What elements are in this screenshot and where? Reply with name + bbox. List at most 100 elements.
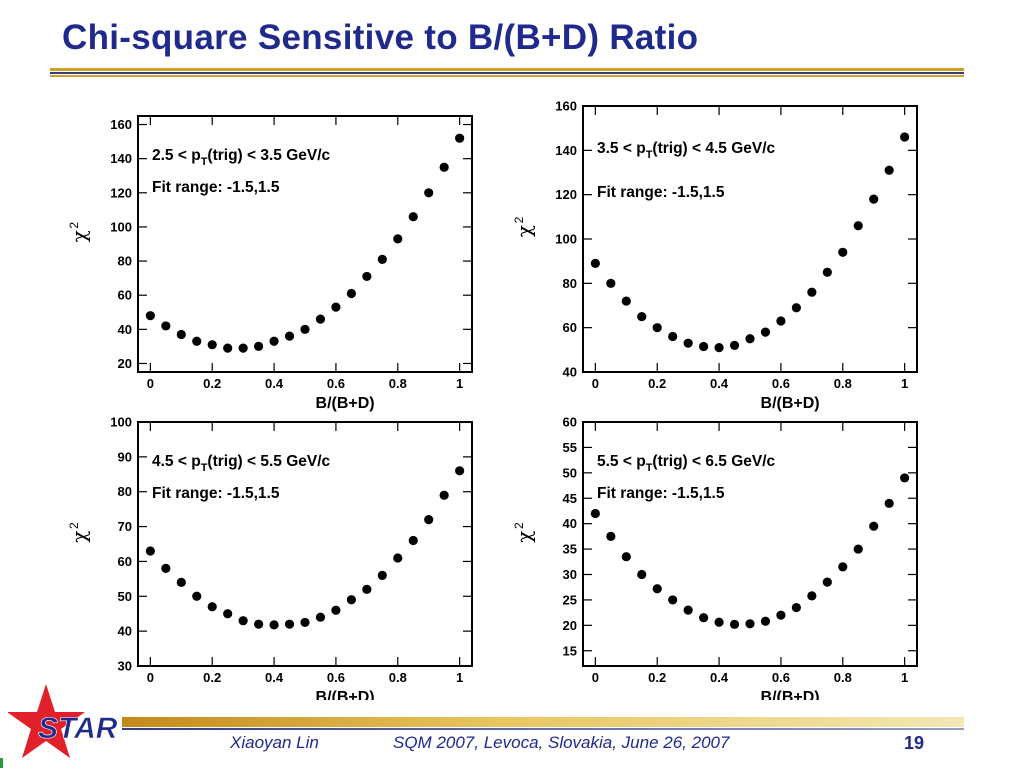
chart-1-ylabel-sup: 2	[67, 222, 81, 229]
chart-3-ytick-label: 50	[118, 589, 132, 604]
chart-3-xtick-label: 0.6	[327, 670, 345, 685]
chart-1-ytick-label: 120	[110, 185, 132, 200]
chart-3-point	[439, 490, 449, 500]
slide-title: Chi-square Sensitive to B/(B+D) Ratio	[62, 18, 699, 57]
chart-4-point	[714, 617, 724, 627]
chart-2-ytick-label: 140	[555, 143, 577, 158]
chart-4-point	[590, 508, 600, 519]
chart-4-point	[838, 562, 848, 572]
chart-4-point	[699, 613, 709, 623]
chart-2-xlabel: B/(B+D)	[761, 395, 820, 412]
chart-3-point	[408, 535, 418, 546]
chart-2-ylabel-sup: 2	[512, 216, 526, 223]
chart-4-point	[807, 591, 817, 601]
chart-1-annotation-trig-lead: 2.5 < p	[152, 147, 201, 164]
chart-4-point	[869, 521, 879, 531]
chart-4-ytick-label: 35	[563, 542, 577, 557]
chart-1-point	[439, 162, 449, 172]
chart-1-point	[145, 311, 155, 321]
chart-4-annotation-fit: Fit range: -1.5,1.5	[597, 485, 725, 502]
chart-2-point	[853, 221, 863, 231]
footer-gold-bar	[122, 717, 964, 727]
chart-3-annotation-trig-sub: T	[201, 462, 208, 474]
star-shape-icon	[8, 684, 85, 758]
chart-1-point	[176, 329, 186, 340]
chart-1-point	[254, 341, 264, 351]
chart-4-point	[745, 619, 755, 629]
chart-4-ytick-label: 50	[563, 465, 577, 480]
chart-4-point	[668, 595, 678, 605]
chart-4-annotation-trig-sub: T	[646, 462, 653, 474]
chart-2-ylabel: χ	[512, 225, 536, 237]
chart-1-point	[284, 331, 295, 341]
chart-4-xlabel: B/(B+D)	[761, 689, 820, 700]
chart-1-point	[455, 133, 465, 143]
chart-3-point	[362, 584, 372, 594]
chart-2-ytick-label: 160	[555, 99, 577, 114]
chart-2-point	[668, 331, 678, 342]
chart-2-ytick-label: 120	[555, 187, 577, 202]
chart-1-point	[331, 302, 341, 312]
chart-1-point	[424, 188, 434, 198]
chart-4-annotation-trig-tail: (trig) < 6.5 GeV/c	[652, 453, 775, 470]
chart-2-point	[884, 165, 894, 175]
chart-1-point	[377, 254, 387, 264]
chart-4-point	[621, 552, 631, 562]
title-rule-gold-lower	[50, 75, 964, 77]
chart-3-point	[455, 466, 465, 476]
chart-4-annotation-trig: 5.5 < pT(trig) < 6.5 GeV/c	[597, 453, 776, 474]
chart-4-point	[760, 616, 771, 626]
chart-2-ytick-label: 100	[555, 232, 577, 247]
chart-4-xtick-label: 1	[901, 670, 908, 685]
chart-1-ylabel: χ	[67, 230, 91, 242]
chart-3-annotation-trig-tail: (trig) < 5.5 GeV/c	[207, 453, 330, 470]
chart-2-point	[606, 278, 616, 288]
chart-3-point	[331, 605, 341, 615]
chart-2-point	[683, 338, 693, 348]
chart-3-point	[192, 591, 202, 601]
chart-2-annotation-fit: Fit range: -1.5,1.5	[597, 184, 725, 201]
chart-2-ytick-label: 80	[563, 276, 577, 291]
chart-3-xtick-label: 0.2	[203, 670, 221, 685]
chart-2-point	[900, 132, 910, 142]
chart-4-point	[729, 619, 740, 629]
chart-3-point	[145, 546, 155, 556]
chart-1-ytick-label: 100	[110, 219, 132, 234]
chart-3-point	[254, 619, 264, 629]
chart-3-ytick-label: 40	[118, 624, 132, 639]
chart-1-xlabel: B/(B+D)	[316, 395, 375, 412]
chart-1-annotation-trig: 2.5 < pT(trig) < 3.5 GeV/c	[152, 147, 331, 168]
chart-2-xtick-label: 0.4	[710, 376, 729, 391]
chart-4-ytick-label: 60	[563, 415, 577, 430]
chart-4-ytick-label: 45	[563, 491, 577, 506]
chart-4-point	[776, 610, 786, 620]
chart-3-point	[223, 609, 233, 619]
chart-1-ytick-label: 160	[110, 117, 132, 132]
chart-1-point	[269, 336, 279, 346]
chart-4-ytick-label: 30	[563, 567, 577, 582]
chart-2-point	[590, 258, 600, 268]
chart-4-ytick-label: 20	[563, 618, 577, 633]
corner-marker	[0, 758, 3, 768]
chart-3-point	[300, 617, 310, 628]
chart-3-point	[315, 612, 326, 622]
chart-3-point	[346, 595, 356, 605]
chart-3-point	[284, 619, 295, 629]
chart-4-xtick-label: 0.6	[772, 670, 790, 685]
chart-1-annotation-trig-sub: T	[201, 156, 208, 168]
chart-2-annotation-trig-lead: 3.5 < p	[597, 140, 646, 157]
chart-3-ytick-label: 80	[118, 484, 132, 499]
chart-2-point	[699, 341, 709, 352]
chart-2-point	[652, 323, 662, 333]
chart-1-xtick-label: 1	[456, 376, 463, 391]
chart-3-frame	[137, 421, 473, 667]
chart-1-point	[238, 343, 248, 353]
chart-3-point	[176, 577, 186, 587]
chart-3-xtick-label: 0	[147, 670, 154, 685]
chart-3-point	[269, 620, 279, 630]
chart-3-point	[377, 570, 387, 580]
chart-4-xtick-label: 0	[592, 670, 599, 685]
chart-1-annotation-fit: Fit range: -1.5,1.5	[152, 179, 280, 196]
chart-4-xtick-label: 0.8	[834, 670, 852, 685]
